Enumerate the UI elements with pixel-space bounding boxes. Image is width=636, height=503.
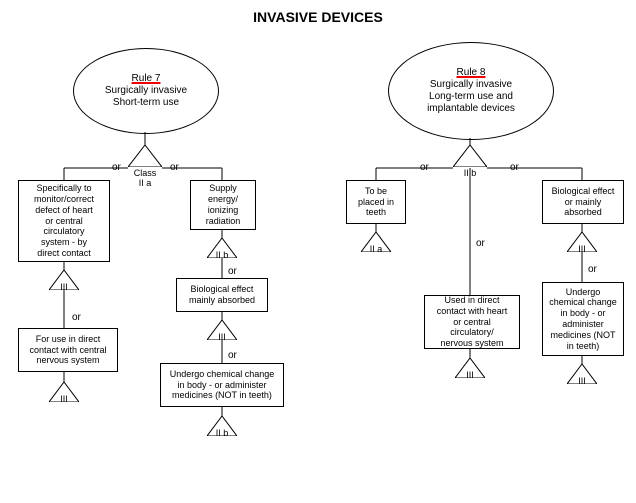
triangle-label: II b <box>207 250 237 260</box>
triangle-t_r4: III <box>207 320 237 340</box>
rect-r2: For use in directcontact with centralner… <box>18 328 118 372</box>
triangle-ext-label: Class II a <box>134 168 157 188</box>
triangle-t_r7: III <box>455 358 485 378</box>
triangle-label: III <box>49 282 79 292</box>
rect-line: chemical change <box>549 297 617 308</box>
diagram-canvas: INVASIVE DEVICES Rule 7Surgically invasi… <box>0 0 636 503</box>
rect-line: or central <box>437 317 508 328</box>
triangle-t_r5: II b <box>207 416 237 436</box>
rect-line: in body - or <box>549 308 617 319</box>
rect-r6: To beplaced inteeth <box>346 180 406 224</box>
rect-line: Used in direct <box>437 295 508 306</box>
or-label-o5: or <box>228 350 237 361</box>
rect-line: mainly absorbed <box>189 295 255 306</box>
rect-line: medicines (NOT in teeth) <box>170 390 275 401</box>
rect-line: monitor/correct <box>34 194 94 205</box>
or-label-o2: or <box>170 162 179 173</box>
triangle-label: III <box>567 244 597 254</box>
triangle-t_r6: II a <box>361 232 391 252</box>
triangle-t_r1: III <box>49 270 79 290</box>
ellipse-line: Surgically invasive <box>105 85 187 97</box>
page-title: INVASIVE DEVICES <box>0 9 636 25</box>
rect-line: Supply <box>206 183 241 194</box>
or-label-o3: or <box>72 312 81 323</box>
rect-line: To be <box>358 186 394 197</box>
rect-line: contact with heart <box>437 306 508 317</box>
triangle-ext-label: II b <box>464 168 477 178</box>
rect-r3: Supplyenergy/ionizingradiation <box>190 180 256 230</box>
rect-line: circulatory/ <box>437 327 508 338</box>
rect-line: or mainly <box>552 197 615 208</box>
rect-line: Undergo chemical change <box>170 369 275 380</box>
rect-line: teeth <box>358 207 394 218</box>
rect-r1: Specifically tomonitor/correctdefect of … <box>18 180 110 262</box>
rect-line: placed in <box>358 197 394 208</box>
triangle-t_r3: II b <box>207 238 237 258</box>
rect-line: administer <box>549 319 617 330</box>
rect-line: nervous system <box>437 338 508 349</box>
triangle-t_r2: III <box>49 382 79 402</box>
rect-line: Biological effect <box>552 186 615 197</box>
rect-r4: Biological effectmainly absorbed <box>176 278 268 312</box>
triangle-t_classIIa: Class II a <box>128 145 162 167</box>
rect-line: contact with central <box>29 345 106 356</box>
rect-line: Biological effect <box>189 284 255 295</box>
ellipse-rule-label: Rule 7 <box>132 73 161 85</box>
ellipse-rule7: Rule 7Surgically invasiveShort-term use <box>73 48 219 134</box>
rect-line: system - by <box>34 237 94 248</box>
rect-line: in body - or administer <box>170 380 275 391</box>
ellipse-line: Long-term use and <box>429 91 513 103</box>
rect-line: For use in direct <box>29 334 106 345</box>
rect-line: direct contact <box>34 248 94 259</box>
triangle-t_IIb_main: II b <box>453 145 487 167</box>
rect-r9: Undergochemical changein body - oradmini… <box>542 282 624 356</box>
triangle-label: III <box>455 370 485 380</box>
triangle-label: II a <box>361 244 391 254</box>
rect-r8: Biological effector mainlyabsorbed <box>542 180 624 224</box>
rect-line: nervous system <box>29 355 106 366</box>
triangle-t_r8: III <box>567 232 597 252</box>
rect-line: ionizing <box>206 205 241 216</box>
or-label-o8: or <box>476 238 485 249</box>
rect-line: in teeth) <box>549 341 617 352</box>
rect-r7: Used in directcontact with heartor centr… <box>424 295 520 349</box>
ellipse-line: implantable devices <box>427 103 515 115</box>
triangle-label: III <box>567 376 597 386</box>
triangle-label: III <box>207 332 237 342</box>
triangle-label: III <box>49 394 79 404</box>
or-label-o1: or <box>112 162 121 173</box>
rect-line: defect of heart <box>34 205 94 216</box>
rect-line: absorbed <box>552 207 615 218</box>
rect-line: medicines (NOT <box>549 330 617 341</box>
rect-line: circulatory <box>34 226 94 237</box>
ellipse-rule8: Rule 8Surgically invasiveLong-term use a… <box>388 42 554 140</box>
or-label-o9: or <box>588 264 597 275</box>
rect-line: energy/ <box>206 194 241 205</box>
rect-line: or central <box>34 216 94 227</box>
rect-line: Undergo <box>549 287 617 298</box>
ellipse-line: Short-term use <box>113 97 179 109</box>
rect-r5: Undergo chemical changein body - or admi… <box>160 363 284 407</box>
or-label-o6: or <box>420 162 429 173</box>
triangle-t_r9: III <box>567 364 597 384</box>
rect-line: radiation <box>206 216 241 227</box>
or-label-o4: or <box>228 266 237 277</box>
ellipse-rule-label: Rule 8 <box>457 67 486 79</box>
ellipse-line: Surgically invasive <box>430 79 512 91</box>
rect-line: Specifically to <box>34 183 94 194</box>
or-label-o7: or <box>510 162 519 173</box>
triangle-label: II b <box>207 428 237 438</box>
